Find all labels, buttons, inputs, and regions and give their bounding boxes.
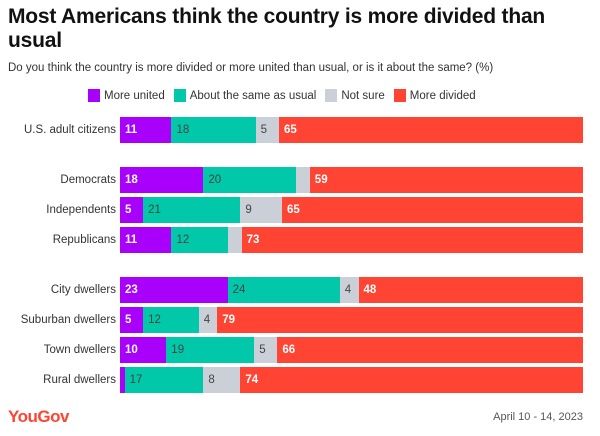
bar-segment-about-the-same-as-usual: 17	[124, 367, 204, 393]
bar-segment-more-united: 10	[120, 337, 167, 363]
data-label: 11	[125, 124, 138, 136]
legend-label: More divided	[409, 89, 476, 102]
data-label: 19	[171, 344, 185, 356]
category-label: U.S. adult citizens	[23, 124, 116, 136]
bar-segment-about-the-same-as-usual: 12	[171, 227, 228, 253]
legend-label: More united	[104, 89, 165, 102]
data-label: 5	[259, 344, 266, 356]
category-label: Republicans	[52, 234, 116, 246]
yougov-logo: YouGov	[8, 407, 69, 426]
data-label: 74	[245, 374, 259, 386]
data-label: 59	[314, 174, 328, 186]
data-label: 73	[246, 234, 260, 246]
stacked-bar: 17 8 74	[120, 367, 583, 393]
data-label: 79	[222, 314, 235, 326]
data-label: 9	[245, 204, 252, 216]
bar-segment-more-divided: 65	[278, 117, 583, 143]
bar-segment-about-the-same-as-usual: 24	[227, 277, 340, 303]
survey-date: April 10 - 14, 2023	[493, 411, 583, 423]
category-label: City dwellers	[50, 284, 116, 296]
data-label: 12	[176, 234, 190, 246]
stacked-bar: 11 12 73	[120, 227, 583, 253]
bar-segment-more-united: 5	[120, 197, 144, 223]
data-label: 20	[208, 174, 222, 186]
data-label: 4	[203, 314, 211, 326]
chart-subtitle: Do you think the country is more divided…	[8, 62, 494, 74]
bar-segment-more-divided: 48	[358, 277, 583, 303]
legend-item: Not sure	[325, 89, 385, 102]
legend-swatch	[325, 89, 338, 102]
bar-segment-not-sure: 5	[255, 117, 279, 143]
legend-swatch	[173, 89, 186, 102]
data-label: 23	[125, 284, 138, 296]
bar-segment-about-the-same-as-usual: 12	[143, 307, 199, 333]
data-label: 8	[208, 374, 215, 386]
data-label: 65	[287, 204, 300, 216]
chart-title: Most Americans think the country is more…	[8, 5, 546, 52]
category-label: Suburban dwellers	[20, 314, 116, 326]
bar-segment-not-sure: 8	[203, 367, 241, 393]
legend-label: Not sure	[341, 89, 385, 102]
bar-segment-not-sure: 4	[198, 307, 218, 333]
bar-segment-more-united: 18	[120, 167, 204, 193]
bar-segment-not-sure	[295, 167, 310, 193]
data-label: 12	[148, 314, 161, 326]
category-label: Town dwellers	[43, 344, 116, 356]
bar-segment-more-united: 23	[120, 277, 228, 303]
bar-segment-more-divided: 79	[217, 307, 583, 333]
bar-segment-more-united: 11	[120, 117, 172, 143]
bar-segment-more-united: 11	[120, 227, 172, 253]
stacked-bar: 10 19 5 66	[120, 337, 583, 363]
bar-segment-about-the-same-as-usual: 21	[143, 197, 241, 223]
bar-segment-more-divided: 65	[282, 197, 583, 223]
data-label: 24	[232, 284, 246, 296]
bar-segment-more-divided: 59	[309, 167, 583, 193]
bar-segment-more-divided: 74	[240, 367, 583, 393]
legend-swatch	[88, 89, 100, 102]
category-label: Independents	[46, 204, 116, 216]
stacked-bar: 11 18 5 65	[120, 117, 583, 143]
category-label: Rural dwellers	[43, 374, 116, 386]
data-label: 4	[344, 284, 352, 296]
bar-segment-not-sure: 9	[240, 197, 283, 223]
bar-segment-more-united: 5	[120, 307, 144, 333]
data-label: 10	[125, 344, 138, 356]
bar-segment-not-sure	[227, 227, 242, 253]
legend-item: More united	[88, 89, 165, 102]
stacked-bar: 5 21 9 65	[120, 197, 583, 223]
bar-segment-about-the-same-as-usual: 18	[171, 117, 256, 143]
data-label: 18	[125, 174, 138, 186]
data-label: 17	[129, 374, 143, 386]
legend-swatch	[393, 89, 406, 102]
bar-segment-more-united	[120, 367, 125, 393]
stacked-bar: 5 12 4 79	[120, 307, 583, 333]
legend-item: More divided	[393, 89, 476, 102]
data-label: 21	[148, 204, 161, 216]
bar-segment-about-the-same-as-usual: 20	[203, 167, 296, 193]
data-label: 66	[282, 344, 296, 356]
data-label: 5	[125, 314, 132, 326]
stacked-bar: 18 20 59	[120, 167, 583, 193]
legend: More united About the same as usual Not su…	[88, 89, 485, 102]
legend-label: About the same as usual	[189, 89, 317, 102]
bar-segment-not-sure: 4	[339, 277, 359, 303]
bar-segment-about-the-same-as-usual: 19	[166, 337, 255, 363]
category-label: Democrats	[60, 174, 116, 186]
data-label: 48	[363, 284, 377, 296]
data-label: 18	[176, 124, 190, 136]
data-label: 11	[125, 234, 138, 246]
stacked-bar: 23 24 4 48	[120, 277, 583, 303]
data-label: 65	[283, 124, 297, 136]
bar-segment-more-divided: 73	[241, 227, 583, 253]
legend-item: About the same as usual	[173, 89, 317, 102]
bar-segment-not-sure: 5	[254, 337, 278, 363]
bar-segment-more-divided: 66	[277, 337, 583, 363]
data-label: 5	[260, 124, 268, 136]
data-label: 5	[125, 204, 132, 216]
